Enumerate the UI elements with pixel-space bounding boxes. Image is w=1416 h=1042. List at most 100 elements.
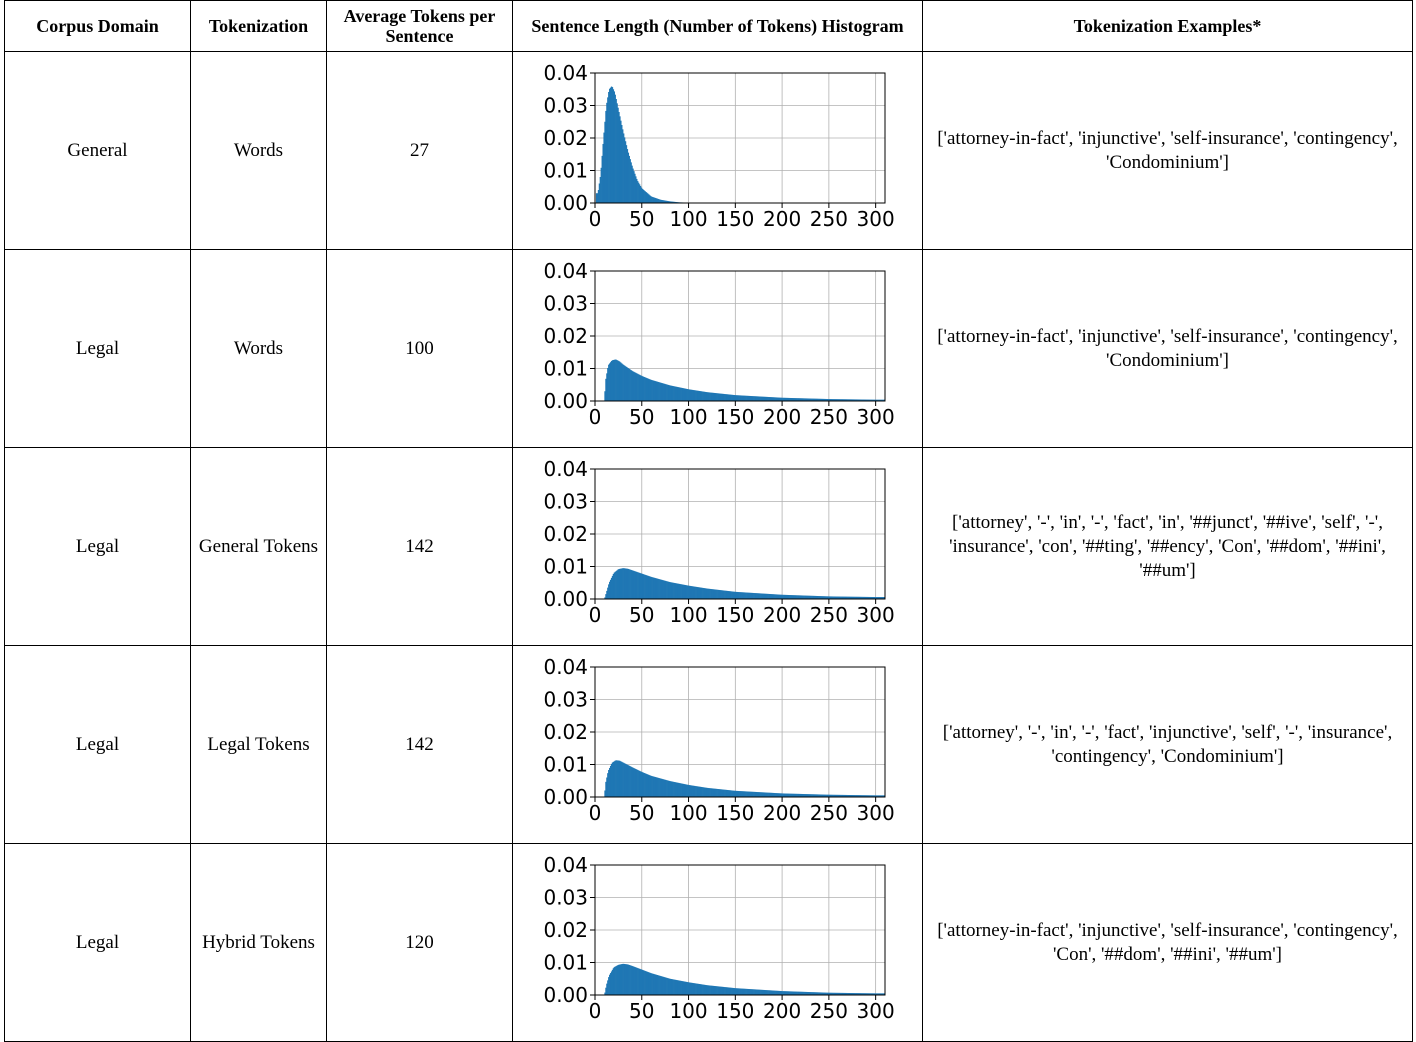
y-tick-label: 0.02 bbox=[543, 522, 588, 546]
header-average-tokens: Average Tokens per Sentence bbox=[327, 1, 513, 52]
x-tick-label: 250 bbox=[810, 207, 848, 231]
y-tick-label: 0.03 bbox=[543, 489, 588, 513]
y-tick-label: 0.00 bbox=[543, 587, 588, 611]
x-tick-label: 50 bbox=[629, 999, 654, 1023]
examples-cell: ['attorney', '-', 'in', '-', 'fact', 'in… bbox=[923, 448, 1413, 646]
table-row: Legal General Tokens 142 0 50 100 150 200 250… bbox=[5, 448, 1413, 646]
y-tick-label: 0.01 bbox=[543, 554, 588, 578]
x-tick-label: 0 bbox=[589, 207, 602, 231]
y-tick-label: 0.02 bbox=[543, 720, 588, 744]
y-tick-label: 0.01 bbox=[543, 950, 588, 974]
histogram-cell: 0 50 100 150 200 250 300 0.00 0.01 0.02 0.03 0.04 bbox=[513, 52, 923, 250]
histogram-cell: 0 50 100 150 200 250 300 0.00 0.01 0.02 0.03 0.04 bbox=[513, 448, 923, 646]
x-tick-label: 150 bbox=[716, 999, 754, 1023]
corpus-domain-cell: Legal bbox=[5, 448, 191, 646]
corpus-domain-cell: General bbox=[5, 52, 191, 250]
tokenization-cell: Hybrid Tokens bbox=[191, 844, 327, 1042]
x-tick-label: 50 bbox=[629, 801, 654, 825]
header-examples: Tokenization Examples* bbox=[923, 1, 1413, 52]
corpus-domain-cell: Legal bbox=[5, 646, 191, 844]
y-tick-label: 0.04 bbox=[543, 655, 588, 679]
x-tick-label: 300 bbox=[857, 801, 895, 825]
x-tick-label: 50 bbox=[629, 603, 654, 627]
x-tick-label: 250 bbox=[810, 603, 848, 627]
header-histogram: Sentence Length (Number of Tokens) Histo… bbox=[513, 1, 923, 52]
histogram-cell: 0 50 100 150 200 250 300 0.00 0.01 0.02 0.03 0.04 bbox=[513, 250, 923, 448]
x-tick-label: 0 bbox=[589, 801, 602, 825]
x-tick-label: 200 bbox=[763, 801, 801, 825]
examples-cell: ['attorney-in-fact', 'injunctive', 'self… bbox=[923, 52, 1413, 250]
tokenization-cell: Legal Tokens bbox=[191, 646, 327, 844]
y-tick-label: 0.04 bbox=[543, 853, 588, 877]
x-tick-label: 300 bbox=[857, 405, 895, 429]
x-tick-label: 250 bbox=[810, 801, 848, 825]
x-tick-label: 300 bbox=[857, 999, 895, 1023]
x-tick-label: 250 bbox=[810, 405, 848, 429]
x-tick-label: 150 bbox=[716, 405, 754, 429]
histogram-chart: 0 50 100 150 200 250 300 0.00 0.01 0.02 0.03 0.04 bbox=[513, 251, 923, 447]
y-tick-label: 0.03 bbox=[543, 291, 588, 315]
table-row: Legal Words 100 0 50 100 150 200 250 300 0.00 0.… bbox=[5, 250, 1413, 448]
header-corpus-domain: Corpus Domain bbox=[5, 1, 191, 52]
y-tick-label: 0.04 bbox=[543, 61, 588, 85]
table-row: Legal Legal Tokens 142 0 50 100 150 200 250 30… bbox=[5, 646, 1413, 844]
x-tick-label: 50 bbox=[629, 207, 654, 231]
x-tick-label: 200 bbox=[763, 207, 801, 231]
avg-tokens-cell: 120 bbox=[327, 844, 513, 1042]
x-tick-label: 100 bbox=[669, 603, 707, 627]
x-tick-label: 250 bbox=[810, 999, 848, 1023]
x-tick-label: 50 bbox=[629, 405, 654, 429]
avg-tokens-cell: 100 bbox=[327, 250, 513, 448]
avg-tokens-cell: 142 bbox=[327, 448, 513, 646]
y-tick-label: 0.00 bbox=[543, 983, 588, 1007]
x-tick-label: 300 bbox=[857, 603, 895, 627]
x-tick-label: 200 bbox=[763, 603, 801, 627]
examples-cell: ['attorney', '-', 'in', '-', 'fact', 'in… bbox=[923, 646, 1413, 844]
x-tick-label: 150 bbox=[716, 801, 754, 825]
y-tick-label: 0.00 bbox=[543, 191, 588, 215]
results-table: Corpus Domain Tokenization Average Token… bbox=[4, 0, 1413, 1042]
y-tick-label: 0.01 bbox=[543, 356, 588, 380]
y-tick-label: 0.02 bbox=[543, 324, 588, 348]
x-tick-label: 0 bbox=[589, 603, 602, 627]
y-tick-label: 0.00 bbox=[543, 785, 588, 809]
avg-tokens-cell: 142 bbox=[327, 646, 513, 844]
x-tick-label: 0 bbox=[589, 405, 602, 429]
corpus-domain-cell: Legal bbox=[5, 844, 191, 1042]
y-tick-label: 0.02 bbox=[543, 918, 588, 942]
examples-cell: ['attorney-in-fact', 'injunctive', 'self… bbox=[923, 844, 1413, 1042]
y-tick-label: 0.00 bbox=[543, 389, 588, 413]
corpus-domain-cell: Legal bbox=[5, 250, 191, 448]
y-tick-label: 0.04 bbox=[543, 259, 588, 283]
tokenization-cell: General Tokens bbox=[191, 448, 327, 646]
histogram-chart: 0 50 100 150 200 250 300 0.00 0.01 0.02 0.03 0.04 bbox=[513, 449, 923, 645]
y-tick-label: 0.03 bbox=[543, 93, 588, 117]
y-tick-label: 0.01 bbox=[543, 752, 588, 776]
x-tick-label: 0 bbox=[589, 999, 602, 1023]
y-tick-label: 0.03 bbox=[543, 687, 588, 711]
x-tick-label: 150 bbox=[716, 603, 754, 627]
x-tick-label: 150 bbox=[716, 207, 754, 231]
x-tick-label: 100 bbox=[669, 405, 707, 429]
y-tick-label: 0.04 bbox=[543, 457, 588, 481]
x-tick-label: 100 bbox=[669, 999, 707, 1023]
x-tick-label: 200 bbox=[763, 405, 801, 429]
tokenization-cell: Words bbox=[191, 250, 327, 448]
avg-tokens-cell: 27 bbox=[327, 52, 513, 250]
histogram-chart: 0 50 100 150 200 250 300 0.00 0.01 0.02 0.03 0.04 bbox=[513, 647, 923, 843]
x-tick-label: 300 bbox=[857, 207, 895, 231]
header-row: Corpus Domain Tokenization Average Token… bbox=[5, 1, 1413, 52]
y-tick-label: 0.01 bbox=[543, 158, 588, 182]
examples-cell: ['attorney-in-fact', 'injunctive', 'self… bbox=[923, 250, 1413, 448]
x-tick-label: 100 bbox=[669, 207, 707, 231]
x-tick-label: 100 bbox=[669, 801, 707, 825]
y-tick-label: 0.03 bbox=[543, 885, 588, 909]
header-tokenization: Tokenization bbox=[191, 1, 327, 52]
histogram-cell: 0 50 100 150 200 250 300 0.00 0.01 0.02 0.03 0.04 bbox=[513, 646, 923, 844]
y-tick-label: 0.02 bbox=[543, 126, 588, 150]
histogram-chart: 0 50 100 150 200 250 300 0.00 0.01 0.02 0.03 0.04 bbox=[513, 53, 923, 249]
